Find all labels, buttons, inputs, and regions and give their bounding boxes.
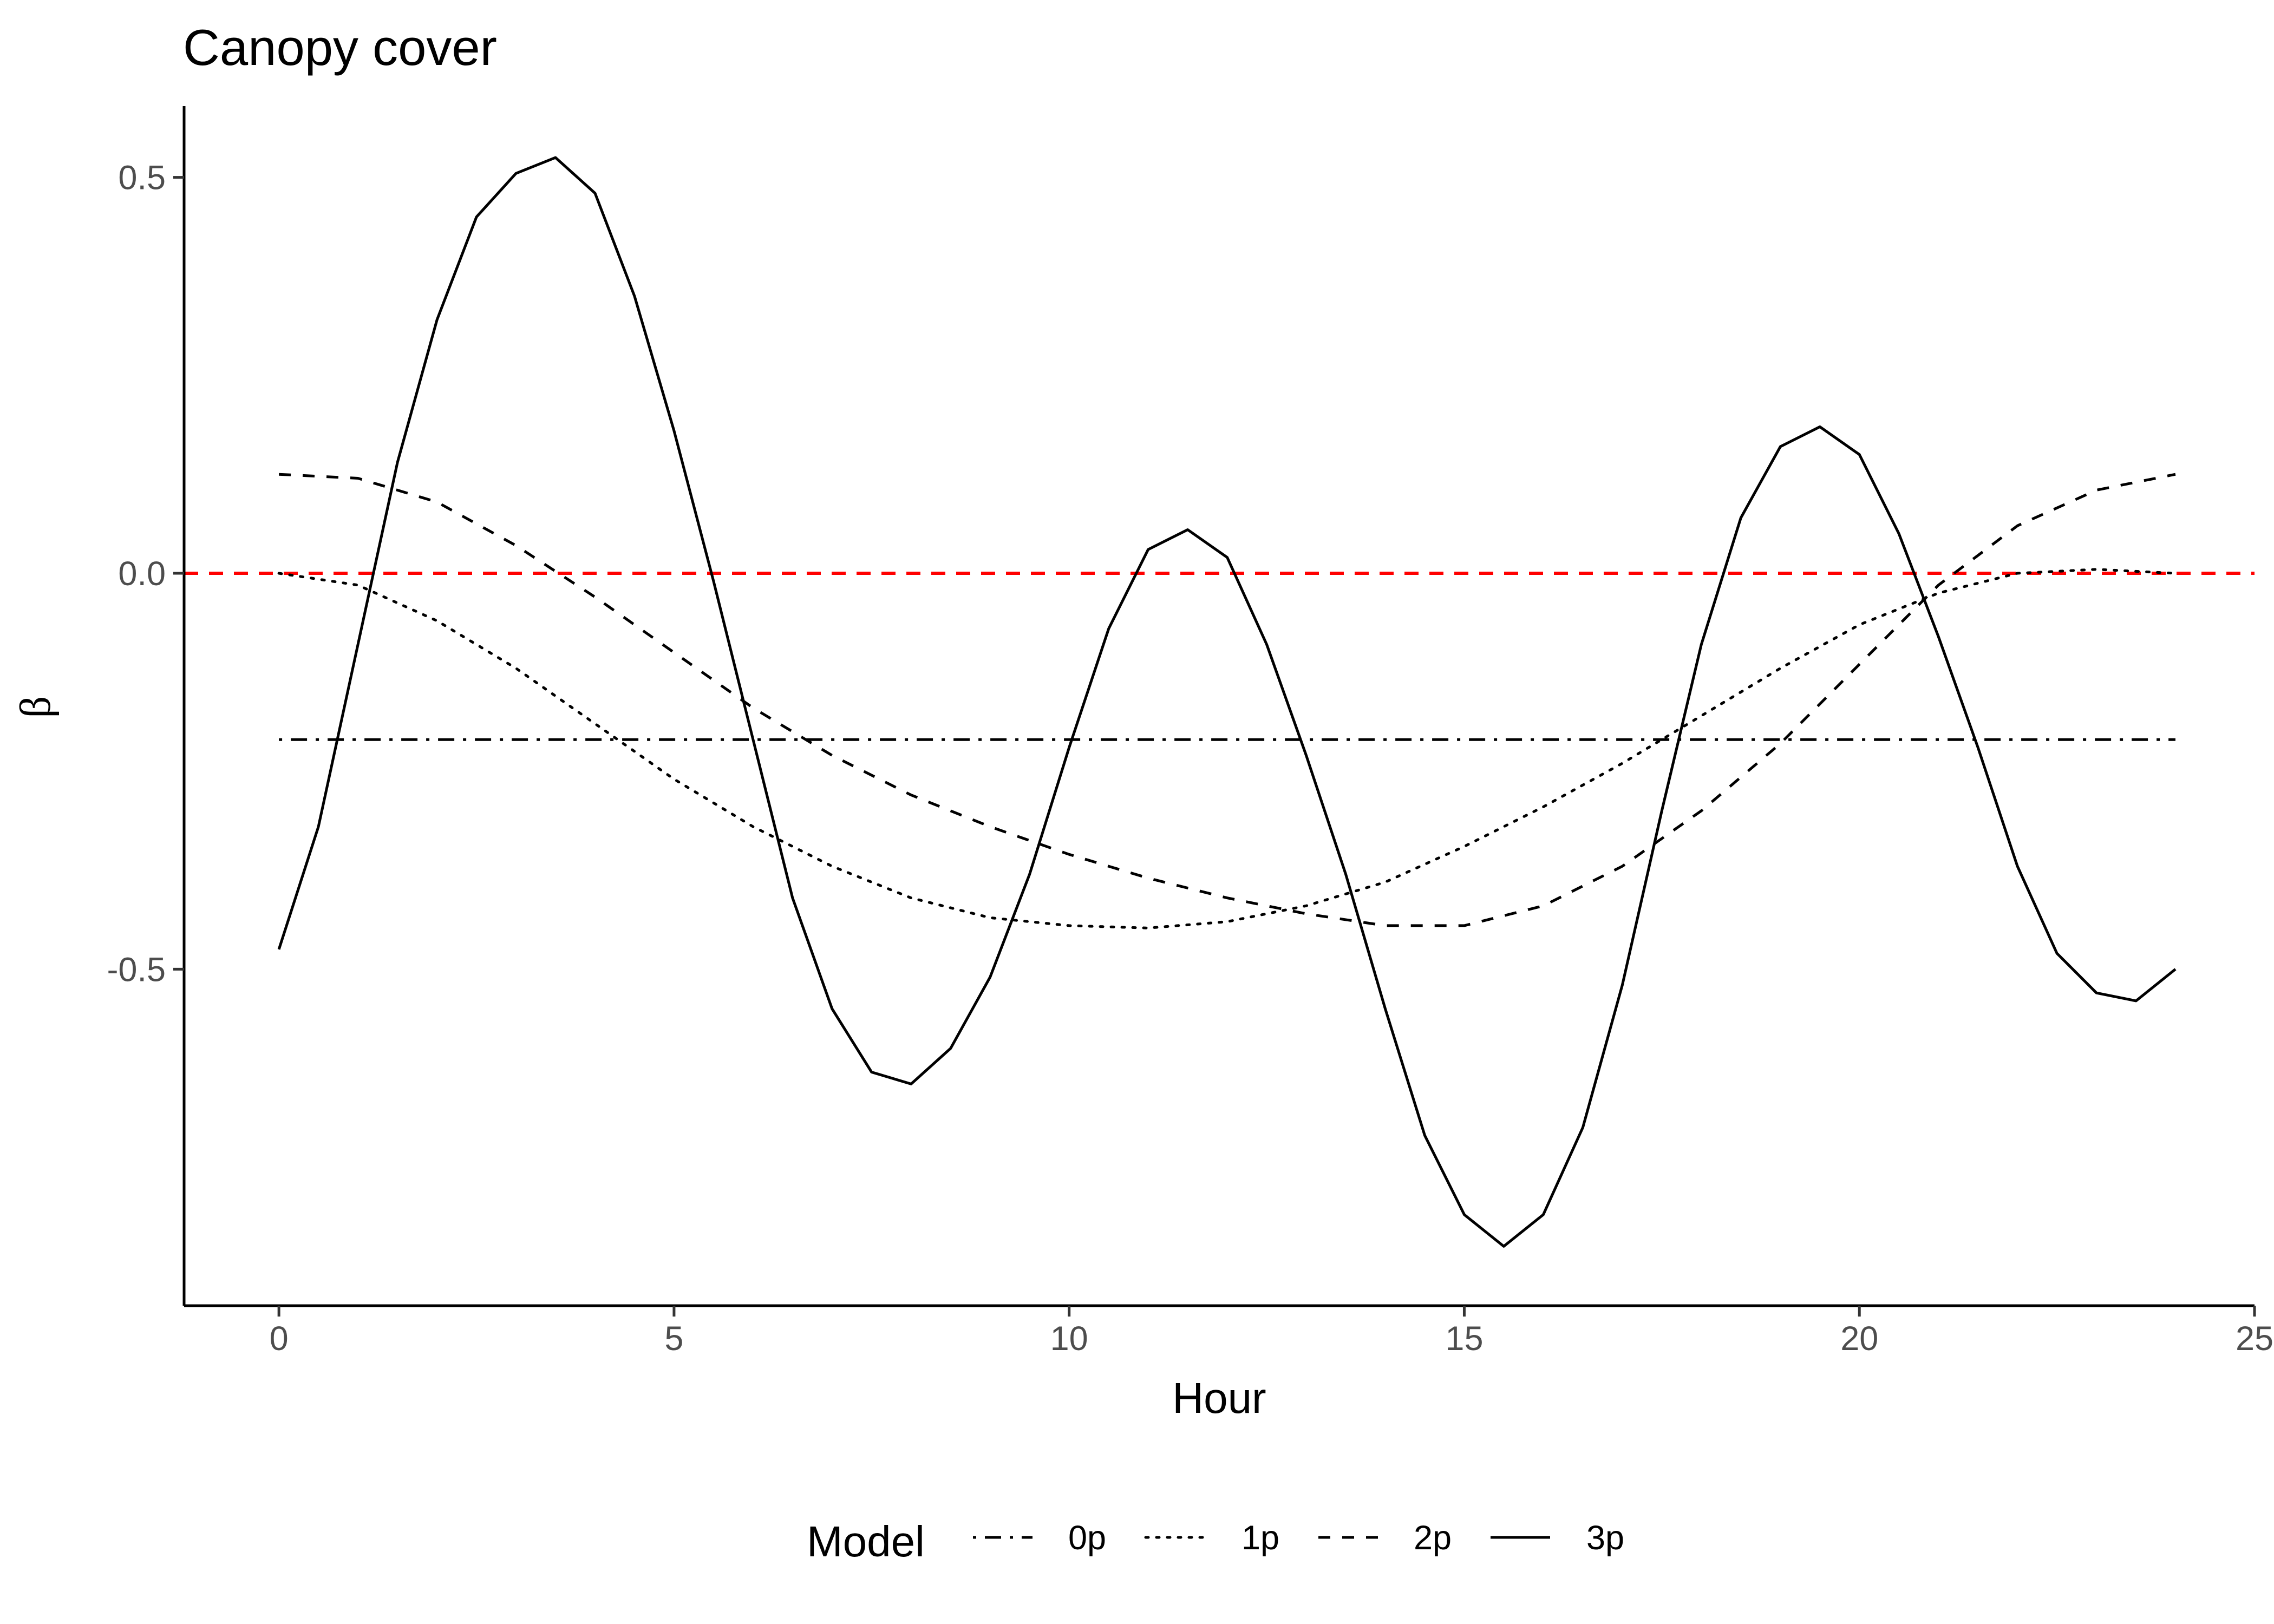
legend-title: Model — [807, 1517, 925, 1566]
y-tick-label: -0.5 — [107, 951, 166, 988]
y-tick-label: 0.5 — [118, 159, 166, 197]
legend: Model 0p 1p 2p 3p — [807, 1517, 1624, 1566]
x-axis-title: Hour — [1172, 1374, 1266, 1422]
series-line-2p — [278, 473, 2176, 927]
x-tick-label: 10 — [1050, 1320, 1088, 1358]
chart-title: Canopy cover — [183, 19, 497, 76]
legend-label-2p: 2p — [1414, 1519, 1452, 1557]
series-line-3p — [277, 156, 2177, 1248]
x-ticks: 0 5 10 15 20 25 — [270, 1306, 2273, 1358]
legend-label-3p: 3p — [1586, 1519, 1624, 1557]
x-tick-label: 0 — [270, 1320, 289, 1358]
x-tick-label: 20 — [1840, 1320, 1878, 1358]
x-tick-label: 5 — [664, 1320, 683, 1358]
series-line-1p — [277, 568, 2177, 929]
plot-area — [184, 156, 2255, 1248]
x-tick-label: 15 — [1445, 1320, 1483, 1358]
y-ticks: -0.5 0.0 0.5 — [107, 159, 184, 988]
x-tick-label: 25 — [2236, 1320, 2273, 1358]
y-tick-label: 0.0 — [118, 555, 166, 593]
y-axis-title: β — [12, 696, 60, 718]
legend-label-1p: 1p — [1241, 1519, 1279, 1557]
legend-label-0p: 0p — [1068, 1519, 1106, 1557]
